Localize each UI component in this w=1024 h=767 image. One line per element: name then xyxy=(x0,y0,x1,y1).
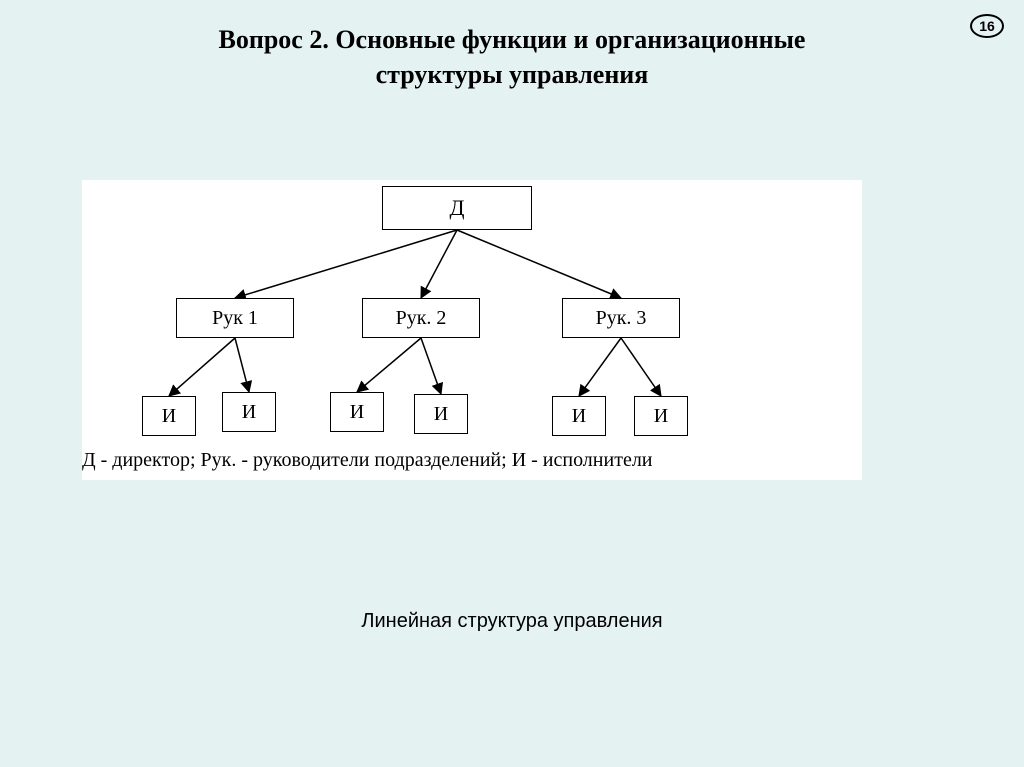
node-i4: И xyxy=(414,394,468,434)
page-number: 16 xyxy=(970,14,1004,38)
node-r3: Рук. 3 xyxy=(562,298,680,338)
diagram-container: Д - директор; Рук. - руководители подраз… xyxy=(82,180,862,480)
node-i6: И xyxy=(634,396,688,436)
slide-title: Вопрос 2. Основные функции и организацио… xyxy=(0,0,1024,92)
node-i1: И xyxy=(142,396,196,436)
diagram-legend: Д - директор; Рук. - руководители подраз… xyxy=(82,449,653,472)
node-i5: И xyxy=(552,396,606,436)
node-r1: Рук 1 xyxy=(176,298,294,338)
page-number-value: 16 xyxy=(979,18,995,34)
diagram-caption: Линейная структура управления xyxy=(0,610,1024,633)
title-line-2: структуры управления xyxy=(0,57,1024,92)
node-d: Д xyxy=(382,186,532,230)
node-r2: Рук. 2 xyxy=(362,298,480,338)
node-i3: И xyxy=(330,392,384,432)
title-line-1: Вопрос 2. Основные функции и организацио… xyxy=(0,22,1024,57)
node-i2: И xyxy=(222,392,276,432)
